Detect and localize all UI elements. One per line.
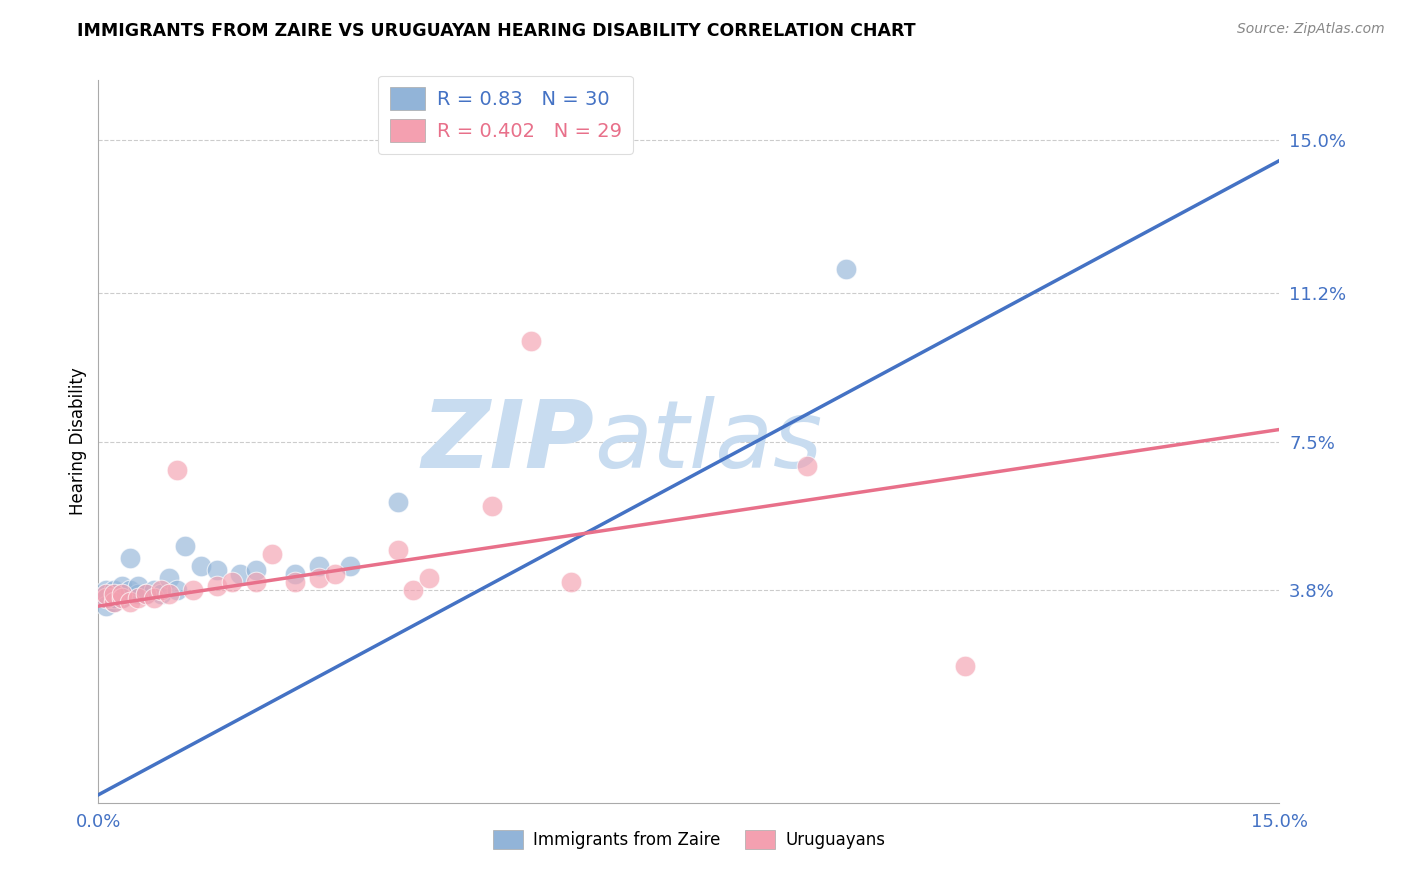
Point bbox=[157, 571, 180, 585]
Point bbox=[118, 595, 141, 609]
Point bbox=[127, 579, 149, 593]
Point bbox=[103, 587, 125, 601]
Point bbox=[481, 499, 503, 513]
Point bbox=[835, 262, 858, 277]
Legend: Immigrants from Zaire, Uruguayans: Immigrants from Zaire, Uruguayans bbox=[486, 823, 891, 856]
Point bbox=[402, 583, 425, 598]
Point bbox=[103, 587, 125, 601]
Point bbox=[142, 583, 165, 598]
Point bbox=[245, 563, 267, 577]
Point bbox=[111, 591, 134, 606]
Point bbox=[127, 587, 149, 601]
Point bbox=[103, 595, 125, 609]
Text: IMMIGRANTS FROM ZAIRE VS URUGUAYAN HEARING DISABILITY CORRELATION CHART: IMMIGRANTS FROM ZAIRE VS URUGUAYAN HEARI… bbox=[77, 22, 915, 40]
Point bbox=[157, 587, 180, 601]
Point bbox=[260, 547, 283, 561]
Point bbox=[118, 583, 141, 598]
Point bbox=[96, 599, 118, 614]
Point bbox=[103, 591, 125, 606]
Point bbox=[96, 587, 118, 601]
Point bbox=[142, 591, 165, 606]
Point bbox=[111, 587, 134, 601]
Point bbox=[387, 494, 409, 508]
Point bbox=[150, 583, 173, 598]
Point bbox=[520, 334, 543, 348]
Point bbox=[284, 574, 307, 589]
Point bbox=[418, 571, 440, 585]
Point bbox=[111, 591, 134, 606]
Point bbox=[118, 551, 141, 566]
Point bbox=[205, 563, 228, 577]
Point bbox=[229, 567, 252, 582]
Point bbox=[103, 583, 125, 598]
Point bbox=[150, 587, 173, 601]
Point bbox=[174, 539, 197, 553]
Point bbox=[953, 659, 976, 673]
Text: atlas: atlas bbox=[595, 396, 823, 487]
Point bbox=[166, 583, 188, 598]
Point bbox=[221, 574, 243, 589]
Point bbox=[96, 591, 118, 606]
Point bbox=[308, 571, 330, 585]
Point bbox=[323, 567, 346, 582]
Point bbox=[796, 458, 818, 473]
Text: Source: ZipAtlas.com: Source: ZipAtlas.com bbox=[1237, 22, 1385, 37]
Point bbox=[190, 558, 212, 574]
Point bbox=[111, 579, 134, 593]
Point bbox=[387, 542, 409, 557]
Point bbox=[111, 587, 134, 601]
Point bbox=[96, 583, 118, 598]
Point bbox=[284, 567, 307, 582]
Y-axis label: Hearing Disability: Hearing Disability bbox=[69, 368, 87, 516]
Point bbox=[96, 587, 118, 601]
Point bbox=[181, 583, 204, 598]
Point bbox=[127, 591, 149, 606]
Point bbox=[205, 579, 228, 593]
Point bbox=[135, 587, 157, 601]
Point bbox=[103, 595, 125, 609]
Point bbox=[560, 574, 582, 589]
Point bbox=[96, 591, 118, 606]
Point bbox=[339, 558, 361, 574]
Point bbox=[308, 558, 330, 574]
Text: ZIP: ZIP bbox=[422, 395, 595, 488]
Point bbox=[166, 462, 188, 476]
Point bbox=[135, 587, 157, 601]
Point bbox=[245, 574, 267, 589]
